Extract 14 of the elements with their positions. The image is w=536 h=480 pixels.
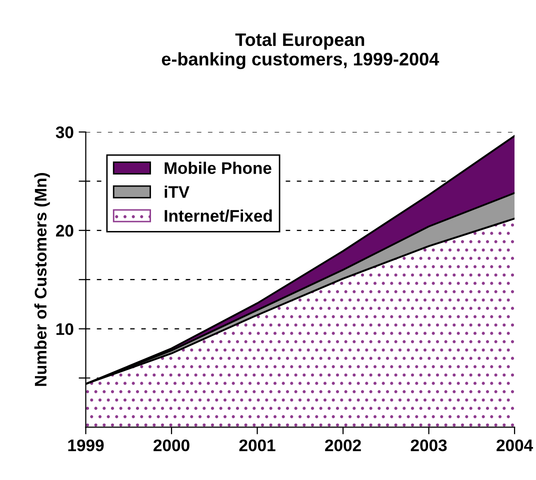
y-tick-label: 30 [56, 126, 74, 138]
x-tick-label: 1999 [68, 439, 104, 452]
legend-label: iTV [164, 186, 190, 198]
legend-label: Mobile Phone [164, 162, 272, 174]
x-tick-label: 2000 [154, 439, 190, 452]
x-tick-label: 2004 [496, 439, 534, 452]
x-tick-label: 2003 [410, 439, 447, 452]
chart-title: Total European e-banking customers, 1999-2004 [162, 32, 440, 70]
legend-label: Internet/Fixed [164, 210, 272, 222]
x-tick-label: 2002 [325, 439, 361, 452]
y-tick-label: 20 [56, 224, 74, 237]
y-tick-label: 10 [56, 323, 74, 336]
y-axis-title: Number of Customers (Mn) [34, 173, 50, 386]
x-tick-label: 2001 [239, 439, 276, 452]
